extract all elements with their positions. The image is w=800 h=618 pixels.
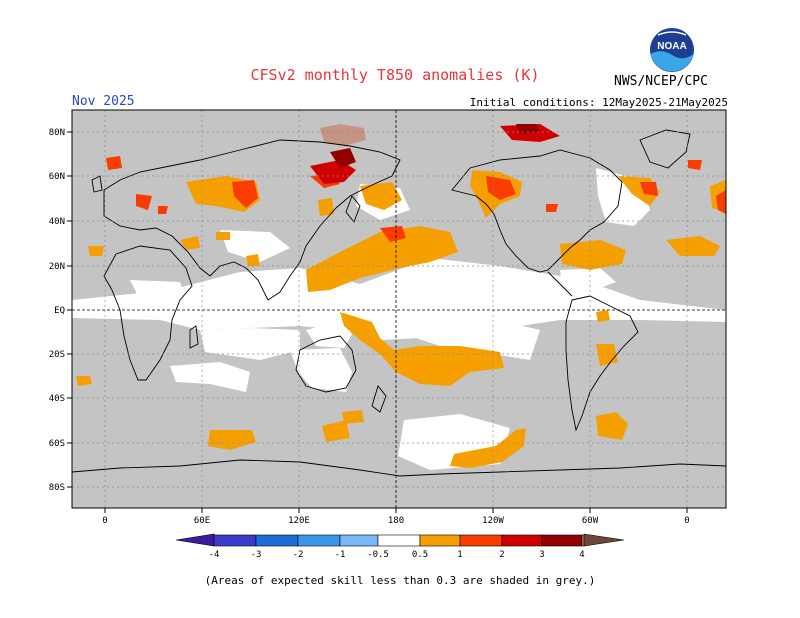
noaa-logo-icon: NOAA — [650, 28, 694, 72]
colorbar-tick-label: -4 — [209, 550, 220, 560]
lon-label: 120W — [482, 516, 504, 526]
colorbar-tick-label: -0.5 — [367, 550, 389, 560]
lat-label: 60N — [49, 172, 65, 182]
lat-label: 20N — [49, 262, 65, 272]
colorbar-tick-label: 0.5 — [412, 550, 428, 560]
logo-text: NOAA — [657, 41, 686, 52]
lon-label: 60W — [582, 516, 599, 526]
lat-label: 40N — [49, 217, 65, 227]
colorbar-segment — [339, 534, 379, 547]
organization-label: NWS/NCEP/CPC — [614, 74, 708, 89]
colorbar-tick-label: -1 — [335, 550, 346, 560]
lat-label: 80N — [49, 128, 65, 138]
lon-label: 60E — [194, 516, 210, 526]
colorbar-segment — [255, 534, 299, 547]
lat-label: 40S — [49, 394, 65, 404]
colorbar-tick-label: 1 — [457, 550, 462, 560]
forecast-month: Nov 2025 — [72, 94, 135, 109]
axis-ticks — [67, 131, 688, 513]
lon-label: 0 — [102, 516, 107, 526]
colorbar-tick-label: -3 — [251, 550, 262, 560]
colorbar-segment — [459, 534, 503, 547]
colorbar-tick-label: -2 — [293, 550, 304, 560]
anomaly-above-4 — [320, 124, 366, 146]
colorbar-tick-label: 4 — [579, 550, 584, 560]
initial-conditions: Initial conditions: 12May2025-21May2025 — [469, 96, 728, 109]
colorbar-segment — [297, 534, 341, 547]
lon-label: 0 — [684, 516, 689, 526]
colorbar-tick-label: 3 — [539, 550, 544, 560]
colorbar-segment — [213, 534, 257, 547]
lat-label: 20S — [49, 350, 65, 360]
lat-label: 60S — [49, 439, 65, 449]
footnote: (Areas of expected skill less than 0.3 a… — [204, 574, 596, 587]
lat-label: EQ — [54, 306, 65, 316]
reference-lines — [72, 110, 726, 508]
colorbar-segment — [419, 534, 461, 547]
graticule — [72, 110, 726, 508]
plot-frame — [71, 109, 727, 509]
colorbar-segment — [541, 534, 583, 547]
map-title: CFSv2 monthly T850 anomalies (K) — [250, 66, 540, 84]
colorbar-segment — [377, 534, 421, 547]
lat-label: 80S — [49, 483, 65, 493]
anomaly-0.5-1 — [76, 170, 726, 468]
anomaly-3-4 — [330, 124, 540, 168]
lon-label: 180 — [388, 516, 404, 526]
colorbar-segment — [175, 533, 215, 547]
colorbar-tick-label: 2 — [499, 550, 504, 560]
coastlines — [72, 129, 726, 477]
colorbar-segment — [501, 534, 543, 547]
colorbar — [175, 533, 625, 547]
lon-label: 120E — [288, 516, 310, 526]
colorbar-segment — [583, 533, 625, 547]
